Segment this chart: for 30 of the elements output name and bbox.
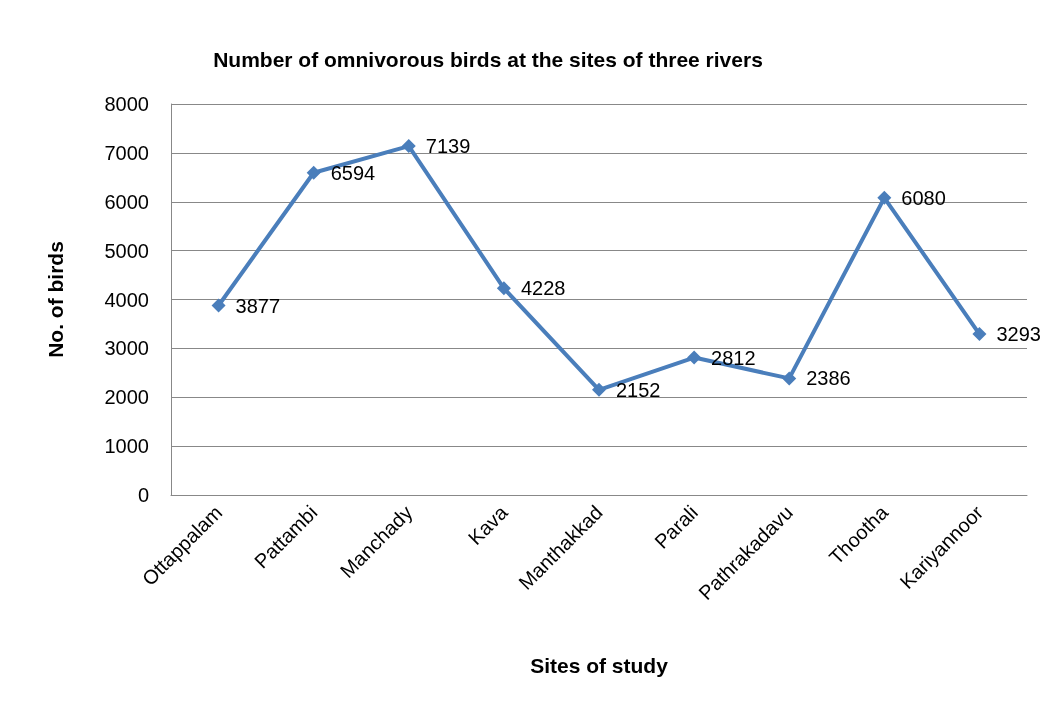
y-tick-label: 4000 (104, 288, 149, 311)
data-label: 6080 (901, 186, 946, 209)
y-tick-label: 1000 (104, 435, 149, 458)
data-label: 6594 (330, 161, 376, 184)
data-label: 2386 (806, 367, 851, 390)
y-tick-label: 7000 (104, 141, 149, 164)
y-axis-title: No. of birds (44, 241, 67, 358)
chart-title: Number of omnivorous birds at the sites of three rivers (213, 48, 763, 71)
y-tick-label: 6000 (104, 190, 149, 213)
point (972, 327, 987, 342)
data-label: 2812 (711, 346, 756, 369)
y-tick-label: 2000 (104, 386, 149, 409)
point (496, 281, 511, 296)
y-tick-label: 5000 (104, 239, 149, 262)
point (401, 139, 416, 154)
point (782, 371, 797, 386)
point (877, 190, 892, 205)
data-label: 3877 (235, 294, 281, 317)
data-label: 7139 (425, 135, 471, 158)
y-tick-label: 8000 (104, 93, 149, 115)
point (592, 382, 606, 397)
data-label: 2152 (616, 378, 661, 401)
data-label: 3293 (996, 323, 1041, 346)
point (687, 350, 702, 365)
y-tick-label: 0 (137, 484, 149, 506)
x-axis-title: Sites of study (530, 654, 669, 677)
y-tick-label: 3000 (104, 337, 149, 360)
point (211, 298, 226, 313)
point (306, 165, 321, 180)
data-label: 4228 (520, 277, 566, 300)
